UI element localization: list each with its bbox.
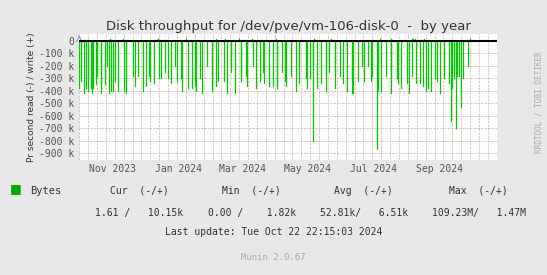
Text: RRDTOOL / TOBI OETIKER: RRDTOOL / TOBI OETIKER: [534, 51, 543, 153]
Text: ■: ■: [10, 183, 21, 196]
Y-axis label: Pr second read (-) / write (+): Pr second read (-) / write (+): [27, 32, 37, 162]
Text: 52.81k/   6.51k: 52.81k/ 6.51k: [319, 208, 408, 218]
Text: 1.61 /   10.15k: 1.61 / 10.15k: [95, 208, 184, 218]
Text: 0.00 /    1.82k: 0.00 / 1.82k: [207, 208, 296, 218]
Text: Munin 2.0.67: Munin 2.0.67: [241, 253, 306, 262]
Text: Avg  (-/+): Avg (-/+): [334, 186, 393, 196]
Text: Bytes: Bytes: [30, 186, 61, 196]
Text: Max  (-/+): Max (-/+): [449, 186, 508, 196]
Text: Min  (-/+): Min (-/+): [222, 186, 281, 196]
Text: Last update: Tue Oct 22 22:15:03 2024: Last update: Tue Oct 22 22:15:03 2024: [165, 227, 382, 237]
Title: Disk throughput for /dev/pve/vm-106-disk-0  -  by year: Disk throughput for /dev/pve/vm-106-disk…: [106, 20, 470, 33]
Text: Cur  (-/+): Cur (-/+): [110, 186, 169, 196]
Text: 109.23M/   1.47M: 109.23M/ 1.47M: [432, 208, 526, 218]
